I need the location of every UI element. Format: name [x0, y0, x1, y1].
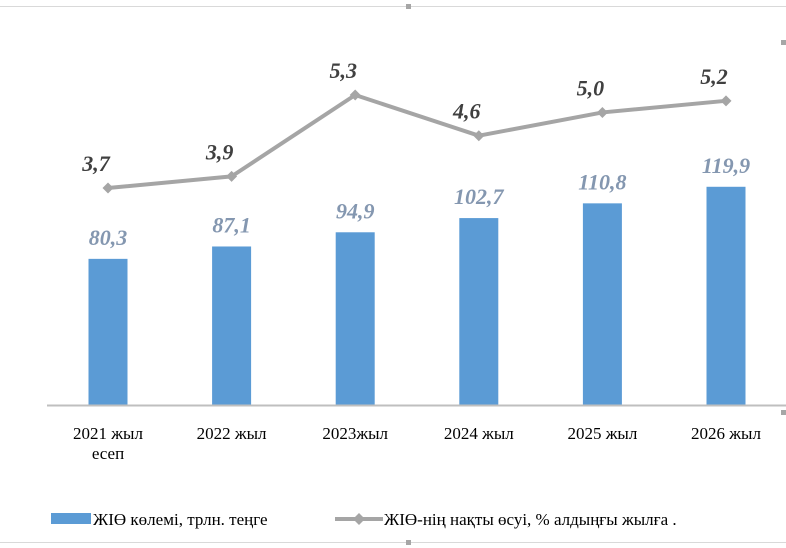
growth-value-label: 5,2 [700, 64, 728, 89]
growth-value-label: 3,7 [81, 151, 111, 176]
resize-handle-right-upper[interactable] [781, 40, 786, 45]
growth-value-label: 4,6 [452, 99, 481, 124]
bar-value-label: 94,9 [336, 198, 375, 223]
resize-handle-right-lower[interactable] [781, 410, 786, 415]
bar-1 [88, 258, 128, 405]
growth-point-2 [226, 170, 238, 182]
bar-value-label: 80,3 [89, 225, 128, 250]
x-tick-label: 2025 жыл [567, 424, 637, 443]
bar-value-label: 87,1 [212, 212, 251, 237]
bar-value-label: 110,8 [578, 169, 626, 194]
growth-value-label: 3,9 [205, 139, 234, 164]
growth-value-label: 5,3 [329, 58, 357, 83]
x-tick-label: 2023жыл [322, 424, 388, 443]
legend-bar-label: ЖІӨ көлемі, трлн. теңге [93, 510, 268, 529]
x-tick-label: есеп [92, 444, 124, 463]
x-tick-label: 2021 жыл [73, 424, 143, 443]
bar-value-label: 119,9 [702, 153, 750, 178]
growth-value-label: 5,0 [577, 75, 605, 100]
chart-frame-top [0, 6, 786, 7]
bar-2 [212, 246, 252, 405]
resize-handle-bottom[interactable] [406, 540, 411, 545]
growth-line [107, 93, 727, 190]
x-tick-label: 2026 жыл [691, 424, 761, 443]
growth-point-1 [102, 182, 114, 194]
growth-point-5 [596, 106, 608, 118]
growth-point-6 [720, 95, 732, 107]
growth-point-3 [349, 89, 361, 101]
bar-5 [582, 203, 622, 405]
bar-value-label: 102,7 [454, 184, 505, 209]
legend-line-label: ЖІӨ-нің нақты өсуі, % алдыңғы жылға . [384, 510, 677, 529]
bar-3 [335, 232, 375, 405]
x-tick-label: 2024 жыл [444, 424, 514, 443]
bar-6 [706, 186, 746, 405]
bar-4 [459, 218, 499, 405]
resize-handle-top[interactable] [406, 4, 411, 9]
growth-point-4 [473, 130, 485, 142]
chart-frame-bottom [0, 542, 786, 543]
x-tick-label: 2022 жыл [197, 424, 267, 443]
legend-line-marker [353, 513, 365, 525]
legend-bar-swatch [51, 513, 91, 524]
